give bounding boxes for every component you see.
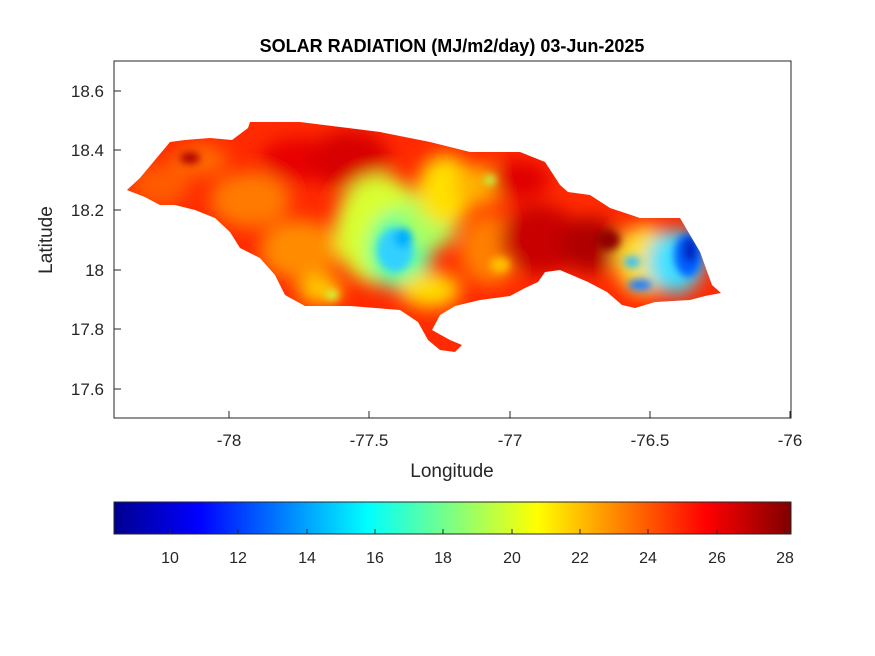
colorbar-tick-label: 22	[571, 550, 589, 567]
y-tick-label: 18.2	[71, 201, 104, 220]
colorbar-tick-label: 26	[708, 550, 726, 567]
x-tick-label: -76	[778, 431, 803, 450]
y-axis-label: Latitude	[36, 206, 57, 274]
colorbar-tick-label: 10	[161, 550, 179, 567]
chart-title: SOLAR RADIATION (MJ/m2/day) 03-Jun-2025	[260, 36, 645, 56]
colorbar-tick-label: 20	[503, 550, 521, 567]
y-tick-label: 17.6	[71, 380, 104, 399]
x-tick-label: -77	[498, 431, 523, 450]
x-axis: -78 -77.5 -77 -76.5 -76 Longitude	[217, 411, 803, 482]
y-axis: 17.6 17.8 18 18.2 18.4 18.6 Latitude	[36, 82, 121, 399]
colorbar-tick-label: 28	[776, 550, 794, 567]
colorbar-tick-label: 16	[366, 550, 384, 567]
x-axis-label: Longitude	[410, 461, 493, 482]
field-blobs	[130, 130, 703, 308]
y-tick-label: 17.8	[71, 320, 104, 339]
x-tick-label: -78	[217, 431, 242, 450]
colorbar-gradient	[113, 501, 792, 535]
y-tick-label: 18.6	[71, 82, 104, 101]
colorbar-tick-label: 14	[298, 550, 316, 567]
colorbar: 10 12 14 16 18 20 22 24 26 28	[113, 501, 794, 567]
x-tick-label: -76.5	[631, 431, 670, 450]
x-tick-label: -77.5	[350, 431, 389, 450]
colorbar-tick-label: 12	[229, 550, 247, 567]
colorbar-tick-label: 24	[639, 550, 657, 567]
y-tick-label: 18	[85, 261, 104, 280]
colorbar-tick-label: 18	[434, 550, 452, 567]
y-tick-label: 18.4	[71, 141, 104, 160]
field-detail	[180, 152, 702, 300]
